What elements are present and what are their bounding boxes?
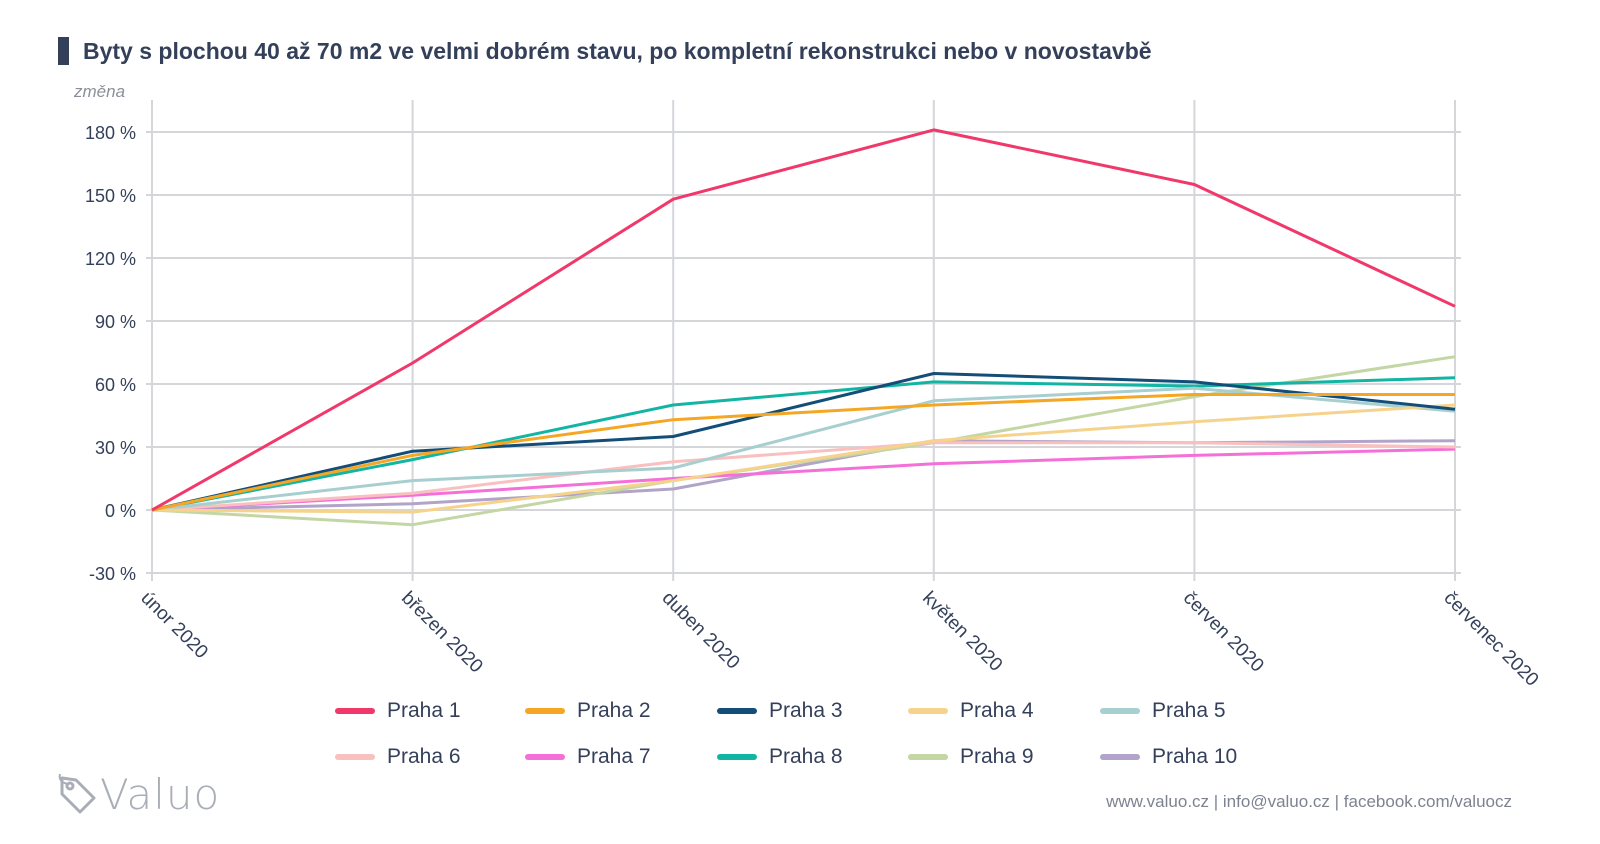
title-accent-bar bbox=[58, 37, 69, 65]
legend-label: Praha 1 bbox=[387, 699, 461, 722]
legend-swatch bbox=[1100, 754, 1140, 760]
legend-swatch bbox=[717, 754, 757, 760]
legend-label: Praha 6 bbox=[387, 745, 461, 768]
series-line-praha-4 bbox=[151, 403, 1456, 514]
chart-title-block: Byty s plochou 40 až 70 m2 ve velmi dobr… bbox=[58, 36, 1152, 66]
series-line-praha-1 bbox=[151, 128, 1456, 512]
legend-label: Praha 9 bbox=[960, 745, 1034, 768]
x-tick-label: únor 2020 bbox=[136, 588, 211, 663]
legend-item-praha-2[interactable]: Praha 2 bbox=[525, 696, 651, 726]
price-tag-icon bbox=[58, 773, 96, 813]
series-line-praha-3 bbox=[151, 372, 1456, 512]
x-tick-label: duben 2020 bbox=[658, 588, 744, 674]
legend-swatch bbox=[335, 708, 375, 714]
chart-title: Byty s plochou 40 až 70 m2 ve velmi dobr… bbox=[83, 37, 1152, 64]
valuo-logo: Valuo bbox=[56, 770, 220, 819]
y-tick-label: -30 % bbox=[89, 564, 136, 584]
legend-item-praha-1[interactable]: Praha 1 bbox=[335, 696, 461, 726]
legend-label: Praha 5 bbox=[1152, 699, 1226, 722]
x-tick-label: červenec 2020 bbox=[1439, 588, 1542, 691]
x-tick-label: březen 2020 bbox=[397, 588, 487, 678]
series-line-praha-6 bbox=[151, 441, 1456, 512]
legend-swatch bbox=[525, 708, 565, 714]
series-line-praha-8 bbox=[151, 376, 1456, 512]
legend-label: Praha 3 bbox=[769, 699, 843, 722]
legend-swatch bbox=[908, 708, 948, 714]
y-tick-label: 180 % bbox=[85, 123, 136, 143]
y-tick-label: 120 % bbox=[85, 249, 136, 269]
y-tick-label: 30 % bbox=[95, 438, 136, 458]
legend-item-praha-4[interactable]: Praha 4 bbox=[908, 696, 1034, 726]
y-tick-label: 0 % bbox=[105, 501, 136, 521]
y-axis-label: změna bbox=[73, 82, 125, 101]
legend-item-praha-10[interactable]: Praha 10 bbox=[1100, 742, 1237, 772]
series-line-praha-2 bbox=[151, 393, 1455, 512]
legend-swatch bbox=[525, 754, 565, 760]
legend-item-praha-5[interactable]: Praha 5 bbox=[1100, 696, 1226, 726]
legend-item-praha-6[interactable]: Praha 6 bbox=[335, 742, 461, 772]
legend-swatch bbox=[717, 708, 757, 714]
legend-item-praha-3[interactable]: Praha 3 bbox=[717, 696, 843, 726]
legend-item-praha-8[interactable]: Praha 8 bbox=[717, 742, 843, 772]
x-tick-label: červen 2020 bbox=[1179, 588, 1268, 677]
series-line-praha-5 bbox=[151, 386, 1456, 512]
legend-label: Praha 7 bbox=[577, 745, 651, 768]
y-tick-label: 60 % bbox=[95, 375, 136, 395]
legend-swatch bbox=[908, 754, 948, 760]
legend-item-praha-7[interactable]: Praha 7 bbox=[525, 742, 651, 772]
footer-contacts[interactable]: www.valuo.cz | info@valuo.cz | facebook.… bbox=[1106, 792, 1512, 811]
y-tick-label: 90 % bbox=[95, 312, 136, 332]
legend-label: Praha 10 bbox=[1152, 745, 1238, 768]
line-chart: -30 % 0 % 30 % 60 % 90 % 120 % 150 % 180 % změna… bbox=[73, 82, 1542, 691]
logo-text: Valuo bbox=[100, 770, 221, 819]
legend-swatch bbox=[1100, 708, 1140, 714]
legend-label: Praha 8 bbox=[769, 745, 843, 768]
x-tick-label: květen 2020 bbox=[918, 588, 1006, 676]
legend-label: Praha 4 bbox=[960, 699, 1034, 722]
legend-swatch bbox=[335, 754, 375, 760]
series-line-praha-7 bbox=[151, 447, 1456, 512]
y-tick-label: 150 % bbox=[85, 186, 136, 206]
legend-item-praha-9[interactable]: Praha 9 bbox=[908, 742, 1034, 772]
legend-label: Praha 2 bbox=[577, 699, 651, 722]
